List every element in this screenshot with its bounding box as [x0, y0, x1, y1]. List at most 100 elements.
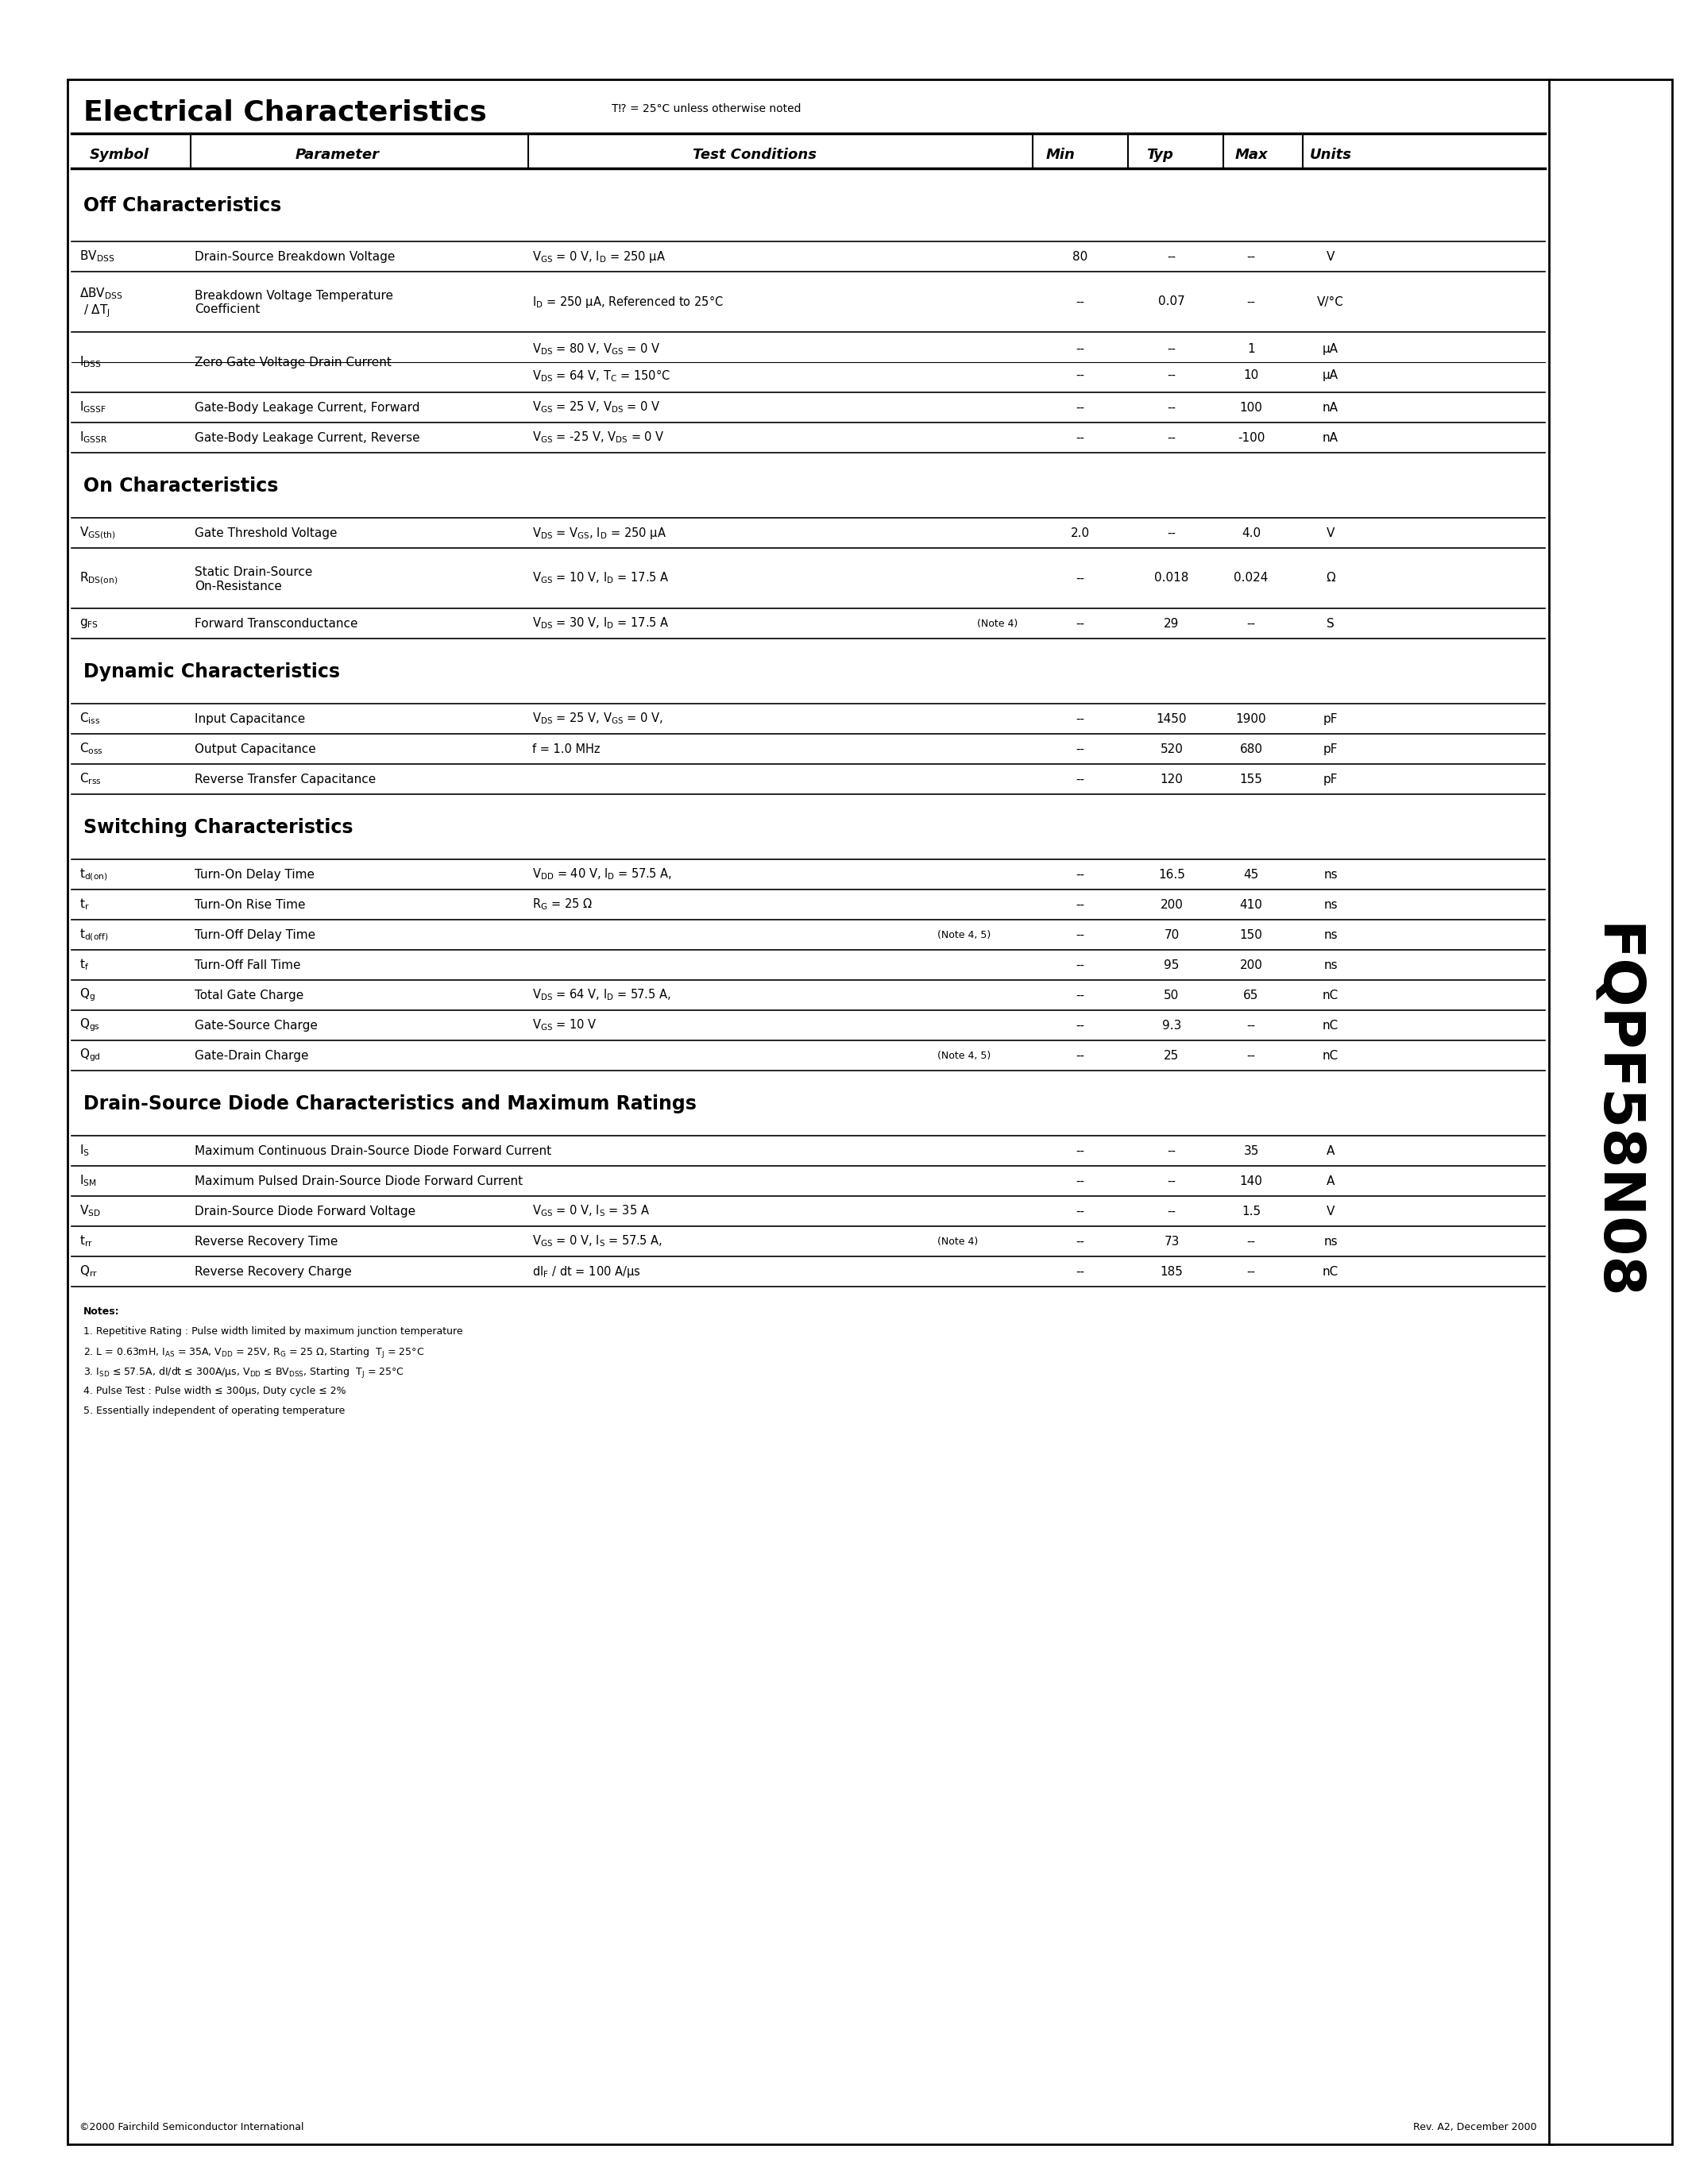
Text: FQPF58N08: FQPF58N08	[1587, 924, 1642, 1299]
Text: 1: 1	[1247, 343, 1254, 354]
Text: BV$_{\mathsf{DSS}}$: BV$_{\mathsf{DSS}}$	[79, 249, 115, 264]
Text: --: --	[1247, 1051, 1256, 1061]
Text: --: --	[1075, 898, 1085, 911]
Text: S: S	[1327, 618, 1335, 629]
Text: I$_{\mathsf{S}}$: I$_{\mathsf{S}}$	[79, 1144, 89, 1158]
Text: Turn-Off Fall Time: Turn-Off Fall Time	[194, 959, 300, 972]
Text: Switching Characteristics: Switching Characteristics	[83, 819, 353, 836]
Text: Max: Max	[1234, 149, 1268, 162]
Text: Gate-Source Charge: Gate-Source Charge	[194, 1020, 317, 1031]
Text: 0.018: 0.018	[1155, 572, 1188, 583]
Text: 80: 80	[1072, 251, 1089, 262]
Text: ns: ns	[1323, 898, 1337, 911]
Text: A: A	[1327, 1175, 1335, 1186]
Text: nC: nC	[1322, 1020, 1339, 1031]
Text: Coefficient: Coefficient	[194, 304, 260, 317]
Text: Typ: Typ	[1146, 149, 1173, 162]
Text: 680: 680	[1239, 743, 1263, 756]
Text: V$_{\mathsf{GS}}$ = 0 V, I$_{\mathsf{S}}$ = 35 A: V$_{\mathsf{GS}}$ = 0 V, I$_{\mathsf{S}}…	[532, 1203, 650, 1219]
Text: 0.024: 0.024	[1234, 572, 1268, 583]
Text: On Characteristics: On Characteristics	[83, 476, 279, 496]
Text: V$_{\mathsf{GS}}$ = 0 V, I$_{\mathsf{S}}$ = 57.5 A,: V$_{\mathsf{GS}}$ = 0 V, I$_{\mathsf{S}}…	[532, 1234, 663, 1249]
Text: (Note 4, 5): (Note 4, 5)	[937, 1051, 991, 1061]
Text: 2.0: 2.0	[1070, 526, 1090, 539]
Text: V: V	[1327, 251, 1335, 262]
Text: --: --	[1075, 1144, 1085, 1158]
Text: 1. Repetitive Rating : Pulse width limited by maximum junction temperature: 1. Repetitive Rating : Pulse width limit…	[83, 1326, 463, 1337]
Text: V$_{\mathsf{DS}}$ = 64 V, I$_{\mathsf{D}}$ = 57.5 A,: V$_{\mathsf{DS}}$ = 64 V, I$_{\mathsf{D}…	[532, 987, 672, 1002]
Text: --: --	[1075, 343, 1085, 354]
Text: Reverse Recovery Charge: Reverse Recovery Charge	[194, 1265, 351, 1278]
Text: --: --	[1075, 402, 1085, 413]
Text: 1.5: 1.5	[1242, 1206, 1261, 1216]
Text: nC: nC	[1322, 1051, 1339, 1061]
Text: --: --	[1075, 743, 1085, 756]
Text: --: --	[1075, 1206, 1085, 1216]
Text: --: --	[1247, 618, 1256, 629]
Text: ns: ns	[1323, 959, 1337, 972]
Text: (Note 4): (Note 4)	[937, 1236, 977, 1247]
Text: I$_{\mathsf{D}}$ = 250 μA, Referenced to 25°C: I$_{\mathsf{D}}$ = 250 μA, Referenced to…	[532, 295, 724, 310]
Text: I$_{\mathsf{SM}}$: I$_{\mathsf{SM}}$	[79, 1173, 96, 1188]
Text: V$_{\mathsf{GS(th)}}$: V$_{\mathsf{GS(th)}}$	[79, 524, 116, 542]
Text: Total Gate Charge: Total Gate Charge	[194, 989, 304, 1000]
Text: Parameter: Parameter	[295, 149, 380, 162]
Text: t$_{\mathsf{rr}}$: t$_{\mathsf{rr}}$	[79, 1234, 93, 1249]
Text: 50: 50	[1165, 989, 1180, 1000]
Text: I$_{\mathsf{DSS}}$: I$_{\mathsf{DSS}}$	[79, 354, 101, 369]
Text: --: --	[1168, 1206, 1177, 1216]
Text: t$_{\mathsf{f}}$: t$_{\mathsf{f}}$	[79, 957, 89, 972]
Text: 2. L = 0.63mH, I$_{\mathsf{AS}}$ = 35A, V$_{\mathsf{DD}}$ = 25V, R$_{\mathsf{G}}: 2. L = 0.63mH, I$_{\mathsf{AS}}$ = 35A, …	[83, 1345, 424, 1361]
Text: g$_{\mathsf{FS}}$: g$_{\mathsf{FS}}$	[79, 618, 98, 629]
Text: f = 1.0 MHz: f = 1.0 MHz	[532, 743, 601, 756]
Text: Drain-Source Diode Forward Voltage: Drain-Source Diode Forward Voltage	[194, 1206, 415, 1216]
Text: --: --	[1075, 295, 1085, 308]
Text: pF: pF	[1323, 743, 1339, 756]
Text: Breakdown Voltage Temperature: Breakdown Voltage Temperature	[194, 290, 393, 301]
Text: I$_{\mathsf{GSSF}}$: I$_{\mathsf{GSSF}}$	[79, 400, 106, 415]
Text: --: --	[1075, 1175, 1085, 1186]
Text: 3. I$_{\mathsf{SD}}$ ≤ 57.5A, dI/dt ≤ 300A/μs, V$_{\mathsf{DD}}$ ≤ BV$_{\mathsf{: 3. I$_{\mathsf{SD}}$ ≤ 57.5A, dI/dt ≤ 30…	[83, 1365, 403, 1380]
Text: Zero Gate Voltage Drain Current: Zero Gate Voltage Drain Current	[194, 356, 392, 369]
Text: 25: 25	[1165, 1051, 1180, 1061]
Text: 5. Essentially independent of operating temperature: 5. Essentially independent of operating …	[83, 1406, 344, 1415]
Text: --: --	[1168, 251, 1177, 262]
Text: V$_{\mathsf{DS}}$ = V$_{\mathsf{GS}}$, I$_{\mathsf{D}}$ = 250 μA: V$_{\mathsf{DS}}$ = V$_{\mathsf{GS}}$, I…	[532, 526, 667, 539]
Text: t$_{\mathsf{d(on)}}$: t$_{\mathsf{d(on)}}$	[79, 867, 108, 882]
Text: --: --	[1075, 369, 1085, 382]
Text: pF: pF	[1323, 773, 1339, 784]
Text: V$_{\mathsf{DD}}$ = 40 V, I$_{\mathsf{D}}$ = 57.5 A,: V$_{\mathsf{DD}}$ = 40 V, I$_{\mathsf{D}…	[532, 867, 672, 882]
Text: Gate-Body Leakage Current, Reverse: Gate-Body Leakage Current, Reverse	[194, 432, 420, 443]
Text: I$_{\mathsf{GSSR}}$: I$_{\mathsf{GSSR}}$	[79, 430, 108, 446]
Text: 35: 35	[1244, 1144, 1259, 1158]
Text: Drain-Source Breakdown Voltage: Drain-Source Breakdown Voltage	[194, 251, 395, 262]
Text: 100: 100	[1239, 402, 1263, 413]
Text: R$_{\mathsf{G}}$ = 25 Ω: R$_{\mathsf{G}}$ = 25 Ω	[532, 898, 592, 913]
Text: ns: ns	[1323, 1236, 1337, 1247]
Text: --: --	[1168, 402, 1177, 413]
Text: V: V	[1327, 1206, 1335, 1216]
Text: 120: 120	[1160, 773, 1183, 784]
Text: 65: 65	[1244, 989, 1259, 1000]
Text: 16.5: 16.5	[1158, 869, 1185, 880]
Text: A: A	[1327, 1144, 1335, 1158]
Text: --: --	[1168, 369, 1177, 382]
Text: 45: 45	[1244, 869, 1259, 880]
Text: Drain-Source Diode Characteristics and Maximum Ratings: Drain-Source Diode Characteristics and M…	[83, 1094, 697, 1114]
Text: --: --	[1075, 959, 1085, 972]
Text: C$_{\mathsf{rss}}$: C$_{\mathsf{rss}}$	[79, 771, 101, 786]
Text: Gate Threshold Voltage: Gate Threshold Voltage	[194, 526, 338, 539]
Text: Electrical Characteristics: Electrical Characteristics	[83, 98, 486, 127]
Text: --: --	[1075, 1051, 1085, 1061]
Text: V$_{\mathsf{GS}}$ = -25 V, V$_{\mathsf{DS}}$ = 0 V: V$_{\mathsf{GS}}$ = -25 V, V$_{\mathsf{D…	[532, 430, 665, 446]
Text: 410: 410	[1239, 898, 1263, 911]
Text: 70: 70	[1165, 928, 1180, 941]
Text: --: --	[1075, 572, 1085, 583]
Text: 0.07: 0.07	[1158, 295, 1185, 308]
Text: 140: 140	[1239, 1175, 1263, 1186]
Text: --: --	[1168, 1144, 1177, 1158]
Text: --: --	[1247, 251, 1256, 262]
Text: nC: nC	[1322, 989, 1339, 1000]
Text: V/°C: V/°C	[1317, 295, 1344, 308]
Bar	[68, 79, 1553, 2145]
